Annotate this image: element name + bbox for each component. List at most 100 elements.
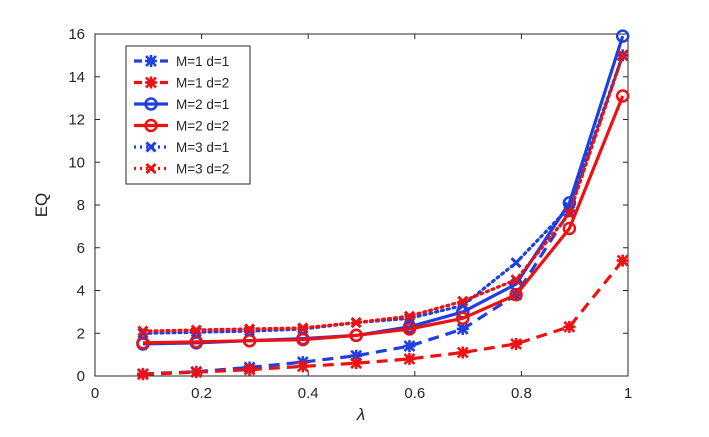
data-point bbox=[510, 257, 522, 269]
marker-x bbox=[145, 162, 157, 175]
x-tick-label: 0.2 bbox=[191, 385, 212, 402]
legend-item-m-3-d-1: M=3 d=1 bbox=[134, 140, 229, 155]
data-point bbox=[617, 49, 629, 61]
marker-x bbox=[617, 49, 629, 61]
marker-asterisk bbox=[456, 322, 469, 335]
marker-asterisk bbox=[403, 340, 416, 353]
marker-circle bbox=[509, 288, 523, 302]
y-tick-label: 14 bbox=[68, 69, 85, 86]
x-tick-label: 1 bbox=[624, 385, 632, 402]
legend-marker bbox=[145, 141, 157, 153]
data-point bbox=[242, 333, 257, 348]
marker-asterisk bbox=[145, 55, 157, 67]
marker-asterisk bbox=[510, 337, 523, 350]
legend-item-m-2-d-1: M=2 d=1 bbox=[134, 97, 229, 112]
series-m-2-d-2 bbox=[136, 89, 630, 350]
legend-marker bbox=[145, 55, 157, 67]
data-point bbox=[563, 207, 575, 220]
marker-circle bbox=[562, 221, 577, 236]
x-tick-label: 0.6 bbox=[404, 385, 425, 402]
marker-asterisk bbox=[563, 320, 576, 333]
marker-x bbox=[190, 324, 202, 336]
data-point bbox=[456, 346, 469, 359]
marker-circle bbox=[402, 322, 417, 336]
data-point bbox=[296, 360, 309, 373]
legend: M=1 d=1 M=1 d=2 M=2 d=1 M=2 d=2 M=3 d=1 M=3 d… bbox=[125, 45, 251, 185]
legend-marker bbox=[144, 97, 158, 111]
data-point bbox=[190, 324, 202, 336]
data-point bbox=[510, 337, 523, 350]
y-tick-label: 8 bbox=[77, 197, 85, 214]
legend-item-m-1-d-1: M=1 d=1 bbox=[134, 54, 229, 69]
data-point bbox=[403, 310, 416, 322]
marker-circle bbox=[144, 118, 158, 133]
y-tick-label: 2 bbox=[77, 325, 85, 342]
data-point bbox=[615, 29, 630, 43]
series-m-3-d-2 bbox=[137, 49, 629, 337]
marker-asterisk bbox=[350, 349, 363, 362]
y-tick-label: 0 bbox=[77, 368, 85, 385]
y-tick-label: 6 bbox=[77, 240, 85, 257]
data-point bbox=[296, 332, 310, 347]
marker-x bbox=[145, 141, 157, 153]
data-point bbox=[510, 274, 522, 286]
y-tick-label: 10 bbox=[68, 154, 85, 171]
marker-asterisk bbox=[190, 366, 203, 379]
marker-x bbox=[510, 274, 522, 286]
marker-asterisk bbox=[350, 357, 363, 370]
marker-circle bbox=[615, 29, 630, 43]
marker-circle bbox=[136, 336, 150, 350]
marker-x bbox=[137, 325, 149, 337]
x-tick-label: 0 bbox=[91, 385, 99, 402]
data-point bbox=[189, 335, 204, 349]
data-point bbox=[137, 325, 149, 337]
marker-x bbox=[510, 257, 522, 269]
x-axis-label: λ bbox=[356, 405, 365, 424]
data-point bbox=[350, 357, 363, 370]
marker-asterisk bbox=[616, 254, 629, 267]
marker-x bbox=[297, 322, 309, 334]
marker-asterisk bbox=[243, 363, 256, 376]
marker-circle bbox=[242, 333, 257, 348]
marker-x bbox=[403, 310, 416, 322]
y-axis-label: EQ bbox=[32, 193, 51, 218]
y-tick-label: 4 bbox=[77, 283, 85, 300]
legend-label: M=3 d=1 bbox=[176, 140, 229, 155]
data-point bbox=[403, 340, 416, 353]
legend-label: M=1 d=2 bbox=[176, 76, 229, 91]
series-line-m-3-d-2 bbox=[141, 53, 625, 333]
data-point bbox=[615, 89, 630, 103]
series-line-m-2-d-2 bbox=[142, 95, 625, 345]
legend-label: M=3 d=2 bbox=[176, 162, 229, 177]
data-point bbox=[456, 311, 470, 326]
marker-asterisk bbox=[136, 368, 149, 381]
marker-asterisk bbox=[296, 360, 309, 373]
series-line-m-1-d-2 bbox=[142, 259, 624, 376]
x-tick-label: 0.4 bbox=[298, 385, 319, 402]
data-point bbox=[244, 323, 256, 335]
series-m-1-d-2 bbox=[136, 254, 629, 381]
marker-circle bbox=[456, 311, 470, 326]
marker-circle bbox=[189, 335, 204, 349]
marker-asterisk bbox=[456, 346, 469, 359]
data-point bbox=[509, 288, 523, 302]
marker-x bbox=[563, 207, 575, 220]
legend-marker bbox=[145, 162, 157, 175]
data-point bbox=[190, 366, 203, 379]
data-point bbox=[350, 349, 363, 362]
marker-circle bbox=[296, 332, 310, 347]
data-point bbox=[403, 352, 416, 365]
y-tick-label: 12 bbox=[68, 112, 85, 129]
data-point bbox=[562, 221, 577, 236]
marker-x bbox=[244, 323, 256, 335]
data-point bbox=[616, 254, 629, 267]
data-point bbox=[350, 317, 362, 329]
legend-label: M=2 d=2 bbox=[176, 119, 229, 134]
data-point bbox=[456, 322, 469, 335]
legend-label: M=1 d=1 bbox=[176, 54, 229, 69]
data-point bbox=[136, 336, 150, 350]
marker-circle bbox=[349, 328, 363, 343]
legend-item-m-1-d-2: M=1 d=2 bbox=[134, 76, 229, 91]
data-point bbox=[349, 328, 363, 343]
